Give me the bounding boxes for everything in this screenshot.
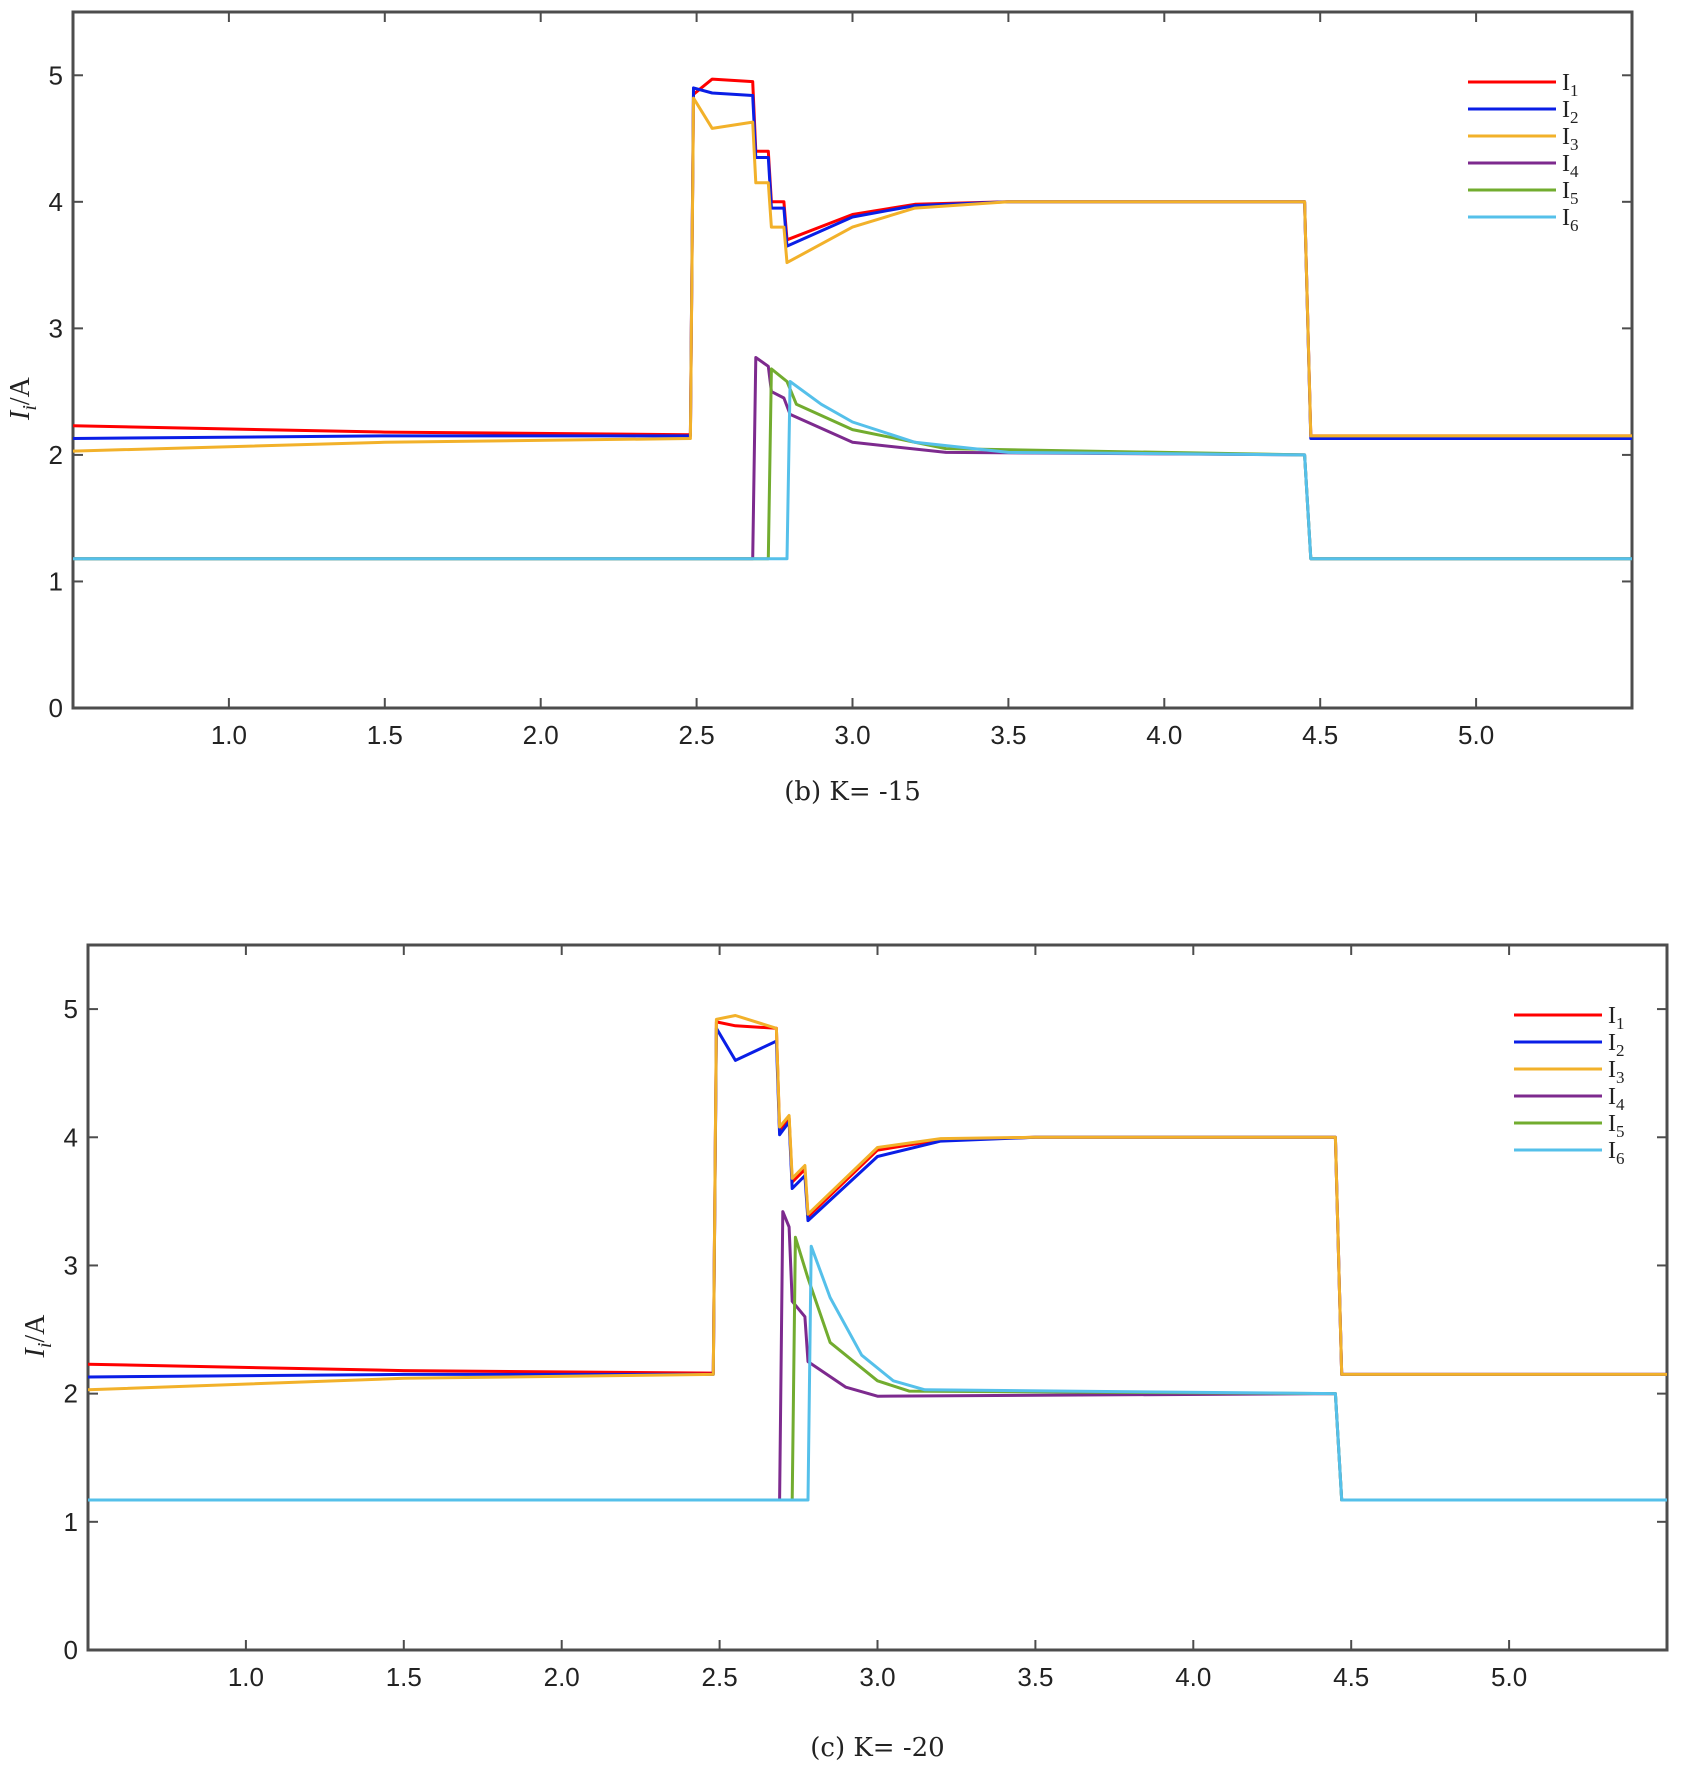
x-tick-label: 2.5 <box>679 720 715 750</box>
y-tick-label: 1 <box>49 566 63 596</box>
y-tick-label: 2 <box>64 1379 78 1409</box>
legend-label-i6: I6 <box>1608 1138 1625 1168</box>
x-tick-label: 1.5 <box>367 720 403 750</box>
x-tick-label: 2.5 <box>702 1662 738 1692</box>
x-tick-label: 5.0 <box>1491 1662 1527 1692</box>
x-tick-label: 1.0 <box>228 1662 264 1692</box>
legend-label-i1: I1 <box>1562 70 1579 100</box>
legend-label-i4: I4 <box>1562 151 1579 181</box>
x-tick-label: 5.0 <box>1458 720 1494 750</box>
figure-caption: (b) K= -15 <box>784 777 921 807</box>
y-tick-label: 3 <box>64 1250 78 1280</box>
y-axis-label: Ii/A <box>20 1314 56 1359</box>
series-line-i6 <box>73 380 1632 561</box>
y-tick-label: 3 <box>49 313 63 343</box>
legend-label-i3: I3 <box>1562 124 1579 154</box>
x-tick-label: 4.0 <box>1175 1662 1211 1692</box>
y-tick-label: 0 <box>49 693 63 723</box>
y-tick-label: 1 <box>64 1507 78 1537</box>
x-tick-label: 2.0 <box>544 1662 580 1692</box>
legend-label-i1: I1 <box>1608 1003 1625 1033</box>
y-tick-label: 4 <box>64 1122 78 1152</box>
x-tick-label: 3.5 <box>990 720 1026 750</box>
y-tick-label: 5 <box>49 60 63 90</box>
y-tick-label: 5 <box>64 994 78 1024</box>
legend-label-i2: I2 <box>1562 97 1579 127</box>
legend-label-i4: I4 <box>1608 1084 1625 1114</box>
legend-label-i2: I2 <box>1608 1030 1625 1060</box>
legend-label-i5: I5 <box>1608 1111 1625 1141</box>
y-axis-label: Ii/A <box>5 376 41 421</box>
series-line-i6 <box>88 1244 1667 1502</box>
x-tick-label: 3.5 <box>1017 1662 1053 1692</box>
x-tick-label: 1.5 <box>386 1662 422 1692</box>
x-tick-label: 3.0 <box>834 720 870 750</box>
y-tick-label: 2 <box>49 440 63 470</box>
x-tick-label: 4.0 <box>1146 720 1182 750</box>
x-tick-label: 2.0 <box>523 720 559 750</box>
x-tick-label: 4.5 <box>1333 1662 1369 1692</box>
series-line-i3 <box>72 96 1632 453</box>
legend-label-i3: I3 <box>1608 1057 1625 1087</box>
legend-label-i5: I5 <box>1562 178 1579 208</box>
x-tick-label: 1.0 <box>211 720 247 750</box>
legend-label-i6: I6 <box>1562 205 1579 235</box>
x-tick-label: 4.5 <box>1302 720 1338 750</box>
y-tick-label: 0 <box>64 1635 78 1665</box>
x-tick-label: 3.0 <box>859 1662 895 1692</box>
series-line-i3 <box>87 1014 1667 1392</box>
figure-caption: (c) K= -20 <box>810 1733 944 1763</box>
y-tick-label: 4 <box>49 187 63 217</box>
